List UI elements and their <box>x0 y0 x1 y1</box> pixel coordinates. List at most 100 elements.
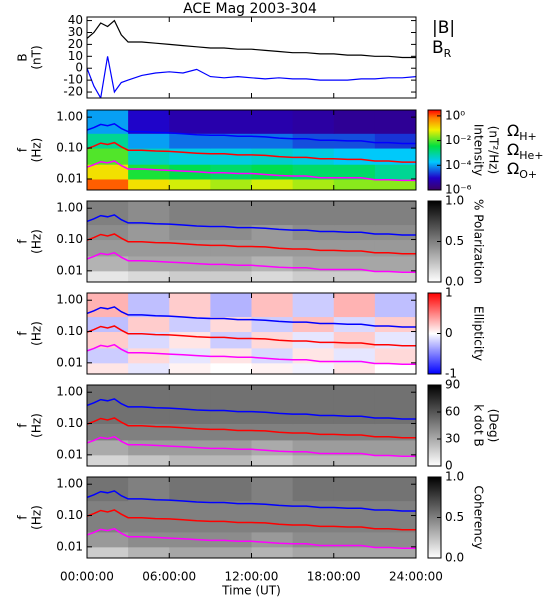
spectrogram-cell <box>292 110 335 134</box>
spectrogram-cell <box>169 293 211 318</box>
spectrogram-cell <box>333 293 376 318</box>
x-axis-label: Time (UT) <box>221 584 281 598</box>
spectrogram-cell <box>128 239 170 257</box>
spectrogram-cell <box>210 255 252 272</box>
spectrogram-cell <box>292 316 335 333</box>
spectrogram-cell <box>374 500 416 517</box>
y-tick-label: 0.01 <box>56 355 83 369</box>
spectrogram-cell <box>210 423 252 441</box>
colorbar-tick-label: 0 <box>445 459 453 473</box>
spectrogram-cell <box>87 178 129 190</box>
spectrogram-cell <box>169 316 211 333</box>
colorbar-label: (nT²/Hz) <box>487 126 501 174</box>
spectrogram-cell <box>169 477 211 502</box>
y-tick-label: 0.10 <box>56 508 83 522</box>
spectrogram-cell <box>251 531 294 548</box>
spectrogram-cell <box>292 148 335 165</box>
spectrogram-cell <box>128 500 170 517</box>
spectrogram-cell <box>128 201 170 226</box>
spectrogram-cell <box>333 148 376 165</box>
spectrogram-cell <box>210 385 252 410</box>
x-tick-label: 18:00:00 <box>307 570 361 584</box>
spectrogram-cell <box>128 546 170 558</box>
spectrogram-cell <box>87 270 129 282</box>
legend-label: |B| <box>432 18 455 38</box>
spectrogram-cell <box>87 546 129 558</box>
spectrogram-cell <box>292 270 335 282</box>
spectrogram-cell <box>251 316 294 333</box>
spectrogram-cell <box>210 110 252 134</box>
spectrogram-cell <box>87 201 129 226</box>
plot-frame <box>86 16 417 99</box>
y-tick-label: 0.01 <box>56 539 83 553</box>
spectrogram-cell <box>210 270 252 282</box>
plot-area <box>87 477 416 558</box>
spectrogram-cell <box>210 293 252 318</box>
y-axis-label: (Hz) <box>30 505 44 530</box>
spectrogram-cell <box>251 270 294 282</box>
spectrogram-cell <box>87 239 129 257</box>
spectrogram-cell <box>210 224 252 241</box>
y-axis-label: (Hz) <box>30 413 44 438</box>
legend-label: ΩO+ <box>507 159 537 182</box>
spectrogram-cell <box>169 515 211 533</box>
colorbar-label: (Deg) <box>487 409 501 443</box>
y-tick-label: 1.00 <box>56 477 83 491</box>
y-tick-label: 40 <box>68 13 83 27</box>
x-tick-label: 24:00:00 <box>389 570 443 584</box>
spectrogram-cell <box>128 531 170 548</box>
spectrogram-cell <box>128 164 170 180</box>
spectrogram-cell <box>333 331 376 349</box>
spectrogram-cell <box>128 224 170 241</box>
spectrogram-cell <box>210 500 252 517</box>
spectrogram-cell <box>128 385 170 410</box>
spectrogram-cell <box>333 515 376 533</box>
spectrogram-cell <box>333 531 376 548</box>
spectrogram-cell <box>169 133 211 149</box>
spectrogram-cell <box>292 477 335 502</box>
colorbar-tick-label: 1.0 <box>445 194 464 208</box>
spectrogram-cell <box>292 546 335 558</box>
spectrogram-cell <box>333 454 376 466</box>
y-tick-label: 1.00 <box>56 293 83 307</box>
spectrogram-cell <box>169 385 211 410</box>
spectrogram-cell <box>251 408 294 425</box>
y-tick-label: 0.10 <box>56 416 83 430</box>
spectrogram-cell <box>292 500 335 517</box>
colorbar-label: Ellipticity <box>472 306 486 361</box>
spectrogram-cell <box>251 439 294 456</box>
colorbar-tick-label: 10⁻⁶ <box>445 183 472 197</box>
spectrogram-cell <box>87 531 129 548</box>
spectrogram-cell <box>169 423 211 441</box>
y-axis-label: f <box>16 331 30 336</box>
y-axis-label: B <box>16 53 30 61</box>
colorbar-tick-label: 0 <box>445 326 453 340</box>
spectrogram-cell <box>292 178 335 190</box>
series-line <box>87 160 416 182</box>
spectrogram-cell <box>87 362 129 374</box>
spectrogram-cell <box>374 133 416 149</box>
spectrogram-cell <box>210 347 252 364</box>
spectrogram-cell <box>333 239 376 257</box>
plot-area <box>87 293 416 374</box>
spectrogram-cell <box>374 255 416 272</box>
spectrogram-cell <box>87 454 129 466</box>
spectrogram-cell <box>251 454 294 466</box>
plot-area <box>87 110 416 190</box>
spectrogram-cell <box>128 255 170 272</box>
spectrogram-cell <box>292 201 335 226</box>
spectrogram-cell <box>87 439 129 456</box>
series-line <box>87 306 416 328</box>
spectrogram-cell <box>210 362 252 374</box>
spectrogram-cell <box>251 255 294 272</box>
spectrogram-cell <box>87 255 129 272</box>
spectrogram-cell <box>128 148 170 165</box>
legend-label: ΩHe+ <box>507 140 544 163</box>
colorbar <box>427 109 442 191</box>
spectrogram-cell <box>210 515 252 533</box>
spectrogram-cell <box>292 224 335 241</box>
spectrogram-cell <box>210 133 252 149</box>
spectrogram-cell <box>292 362 335 374</box>
y-tick-label: 1.00 <box>56 385 83 399</box>
spectrogram-cell <box>292 293 335 318</box>
